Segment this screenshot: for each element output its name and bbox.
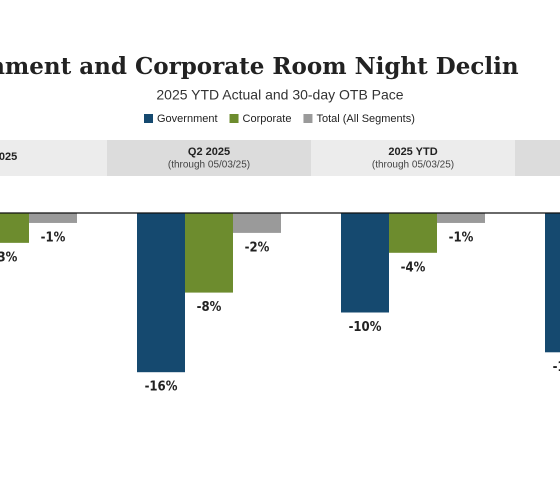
value-label: -10%	[349, 320, 382, 335]
header-cell	[515, 140, 560, 176]
header-cell	[107, 140, 311, 176]
value-label: -8%	[197, 300, 222, 315]
value-label: -1%	[41, 230, 66, 245]
category-note: (through 05/03/25)	[372, 160, 454, 171]
bar	[185, 213, 233, 293]
category-label: 2025	[0, 151, 17, 163]
bar	[233, 213, 281, 233]
value-label: -1%	[449, 230, 474, 245]
chart-title: al Government and Corporate Room Night D…	[0, 53, 519, 80]
legend-label: Government	[157, 113, 218, 125]
bar	[341, 213, 389, 313]
legend-swatch	[229, 114, 239, 123]
legend-label: Total (All Segments)	[316, 113, 414, 125]
legend-swatch	[144, 114, 153, 123]
header-cell	[311, 140, 515, 176]
legend-label: Corporate	[243, 113, 292, 125]
header-cell	[0, 140, 107, 176]
bar	[29, 213, 77, 223]
bar	[0, 213, 29, 243]
bar	[137, 213, 185, 373]
value-label: -4%	[401, 260, 426, 275]
bar	[389, 213, 437, 253]
category-label: Q2 2025	[188, 146, 230, 158]
value-label: -14%	[553, 360, 560, 375]
chart-subtitle: 2025 YTD Actual and 30-day OTB Pace	[156, 87, 403, 103]
bar	[437, 213, 485, 223]
category-note: (through 05/03/25)	[168, 160, 250, 171]
value-label: -3%	[0, 250, 18, 265]
bar	[545, 213, 560, 353]
value-label: -16%	[145, 380, 178, 395]
legend-swatch	[303, 114, 313, 123]
value-label: -2%	[245, 240, 270, 255]
category-label: 2025 YTD	[388, 146, 437, 158]
